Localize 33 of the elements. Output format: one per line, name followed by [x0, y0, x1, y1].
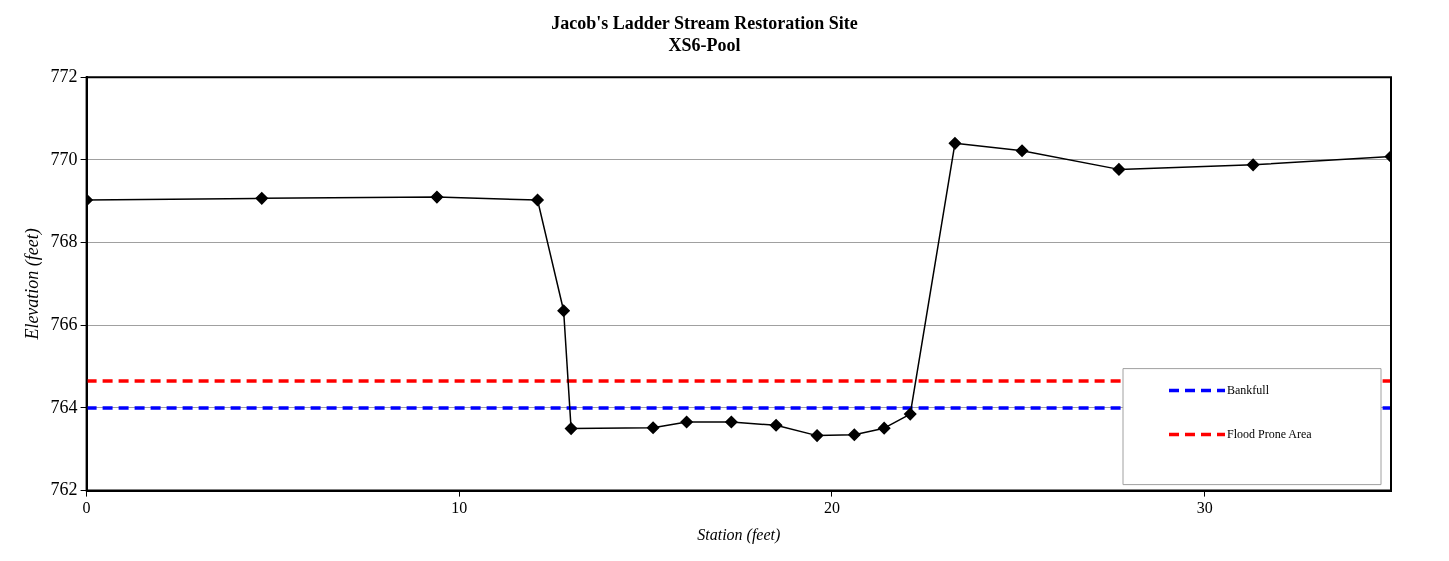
x-tick-label: 0 [82, 499, 91, 517]
point [877, 421, 891, 435]
y-axis-title: Elevation (feet) [21, 228, 43, 341]
x-axis-title: Station (feet) [697, 525, 781, 544]
chart-subtitle: XS6-Pool [668, 35, 741, 56]
legend-label: Bankfull [1227, 382, 1270, 397]
y-tick-label: 768 [50, 231, 78, 252]
point [255, 192, 269, 205]
point [948, 137, 962, 150]
point [564, 422, 578, 435]
point [1246, 158, 1260, 172]
y-tick-label: 772 [50, 65, 78, 86]
point [810, 429, 824, 442]
point [1015, 144, 1029, 158]
y-tick-label: 762 [50, 479, 78, 500]
y-tick-label: 770 [50, 148, 78, 169]
point [430, 190, 444, 204]
point [557, 304, 570, 318]
point [848, 428, 861, 442]
y-tick-label: 764 [50, 396, 78, 417]
point [903, 407, 917, 421]
point [680, 415, 693, 429]
legend-label: Flood Prone Area [1227, 426, 1313, 441]
point [769, 419, 783, 432]
x-tick-label: 30 [1196, 499, 1213, 517]
x-tick-label: 20 [823, 499, 840, 517]
point [725, 415, 738, 429]
point [531, 193, 544, 207]
chart-title: Jacob's Ladder Stream Restoration Site [551, 13, 858, 34]
point [1112, 163, 1126, 176]
point [646, 421, 660, 435]
y-tick-label: 766 [50, 313, 78, 334]
x-tick-label: 10 [451, 499, 468, 517]
